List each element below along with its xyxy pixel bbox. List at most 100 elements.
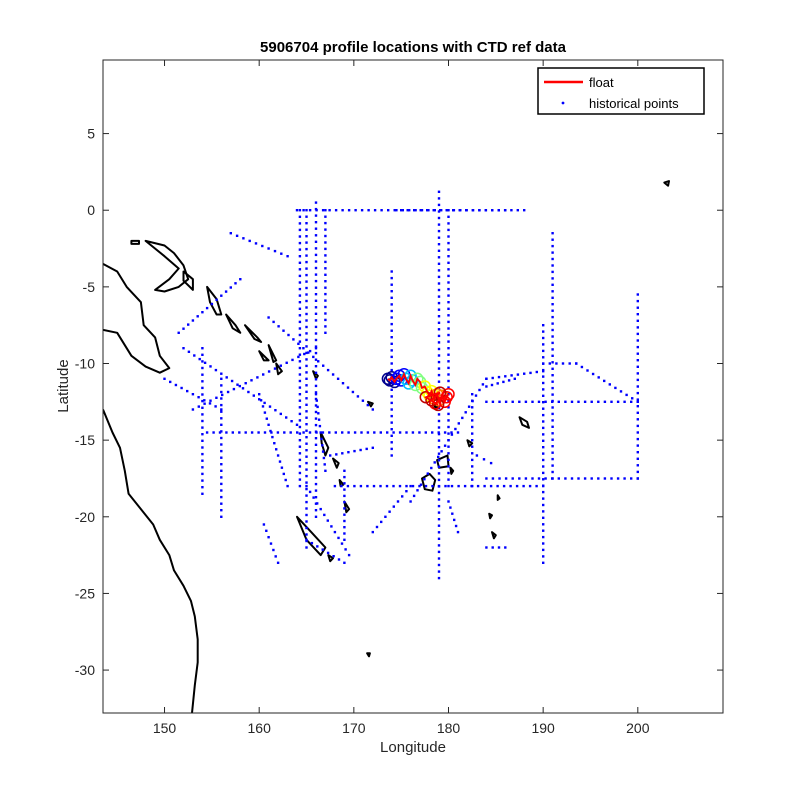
historical-point — [504, 477, 508, 480]
historical-point — [182, 327, 185, 330]
historical-point — [322, 364, 325, 367]
historical-point — [636, 457, 639, 460]
historical-point — [314, 273, 318, 276]
historical-point — [220, 397, 223, 400]
historical-points-layer — [163, 190, 639, 580]
historical-point — [447, 287, 450, 291]
historical-point — [308, 431, 312, 434]
historical-point — [312, 355, 315, 359]
historical-point — [305, 228, 308, 231]
historical-point — [542, 465, 545, 468]
historical-point — [476, 484, 480, 488]
historical-point — [447, 274, 450, 278]
historical-point — [201, 479, 204, 482]
historical-point — [542, 362, 545, 365]
historical-point — [305, 546, 308, 549]
historical-point — [437, 380, 441, 383]
historical-point — [447, 439, 450, 442]
historical-point — [447, 222, 450, 225]
historical-point — [316, 545, 319, 548]
historical-point — [326, 368, 330, 372]
historical-point — [314, 347, 318, 350]
historical-point — [324, 318, 327, 322]
historical-point — [314, 338, 318, 342]
historical-point — [411, 484, 415, 488]
historical-point — [636, 391, 639, 395]
historical-point — [542, 490, 545, 494]
x-tick-label: 170 — [342, 720, 366, 736]
historical-point — [305, 306, 308, 309]
historical-point — [518, 477, 521, 480]
historical-point — [459, 209, 462, 212]
historical-point — [220, 390, 223, 394]
historical-point — [305, 384, 308, 387]
historical-point — [305, 507, 308, 510]
historical-point — [542, 529, 545, 532]
historical-point — [390, 270, 393, 273]
historical-point — [298, 393, 302, 396]
historical-point — [623, 400, 626, 403]
historical-point — [333, 530, 337, 534]
historical-point — [347, 431, 350, 434]
historical-point — [205, 431, 209, 434]
historical-point — [390, 316, 393, 319]
historical-point — [551, 257, 554, 261]
historical-point — [201, 413, 204, 416]
historical-point — [542, 433, 545, 436]
historical-point — [437, 197, 441, 200]
historical-point — [535, 370, 538, 374]
coastline-island — [206, 285, 223, 316]
historical-point — [409, 500, 412, 503]
historical-point — [437, 426, 441, 429]
historical-point — [314, 393, 318, 396]
historical-point — [542, 426, 545, 430]
historical-point — [248, 239, 251, 243]
float-location — [442, 387, 455, 401]
historical-point — [305, 358, 308, 361]
historical-point — [201, 386, 204, 390]
historical-point — [636, 431, 639, 434]
historical-point — [346, 386, 350, 389]
historical-point — [529, 371, 532, 375]
historical-point — [395, 209, 398, 212]
historical-point — [426, 472, 429, 475]
historical-point — [289, 431, 292, 434]
historical-point — [302, 431, 305, 434]
historical-point — [614, 386, 617, 390]
historical-point — [489, 484, 493, 488]
historical-point — [447, 327, 450, 330]
historical-point — [285, 361, 288, 364]
historical-point — [323, 513, 326, 517]
historical-point — [437, 301, 441, 305]
historical-point — [305, 371, 308, 374]
historical-point — [390, 428, 393, 431]
historical-point — [372, 484, 376, 488]
historical-point — [269, 429, 272, 433]
historical-point — [201, 399, 204, 403]
historical-point — [437, 360, 441, 364]
historical-point — [305, 442, 308, 445]
historical-point — [498, 477, 501, 480]
historical-point — [365, 447, 368, 451]
historical-point — [577, 477, 580, 480]
historical-point — [405, 490, 408, 493]
historical-point — [305, 312, 308, 316]
historical-point — [390, 290, 393, 293]
historical-point — [551, 470, 554, 474]
historical-point — [334, 209, 338, 212]
historical-point — [169, 380, 172, 384]
historical-point — [437, 229, 441, 233]
historical-point — [511, 477, 514, 480]
historical-point — [274, 409, 277, 412]
historical-point — [447, 445, 450, 448]
historical-point — [320, 437, 323, 441]
historical-point — [280, 466, 284, 469]
historical-point — [390, 362, 393, 365]
historical-point — [340, 484, 343, 488]
historical-point — [465, 209, 468, 212]
historical-point — [314, 371, 318, 374]
historical-point — [531, 400, 534, 403]
historical-point — [247, 390, 250, 394]
historical-point — [636, 372, 639, 375]
historical-point — [329, 454, 332, 457]
